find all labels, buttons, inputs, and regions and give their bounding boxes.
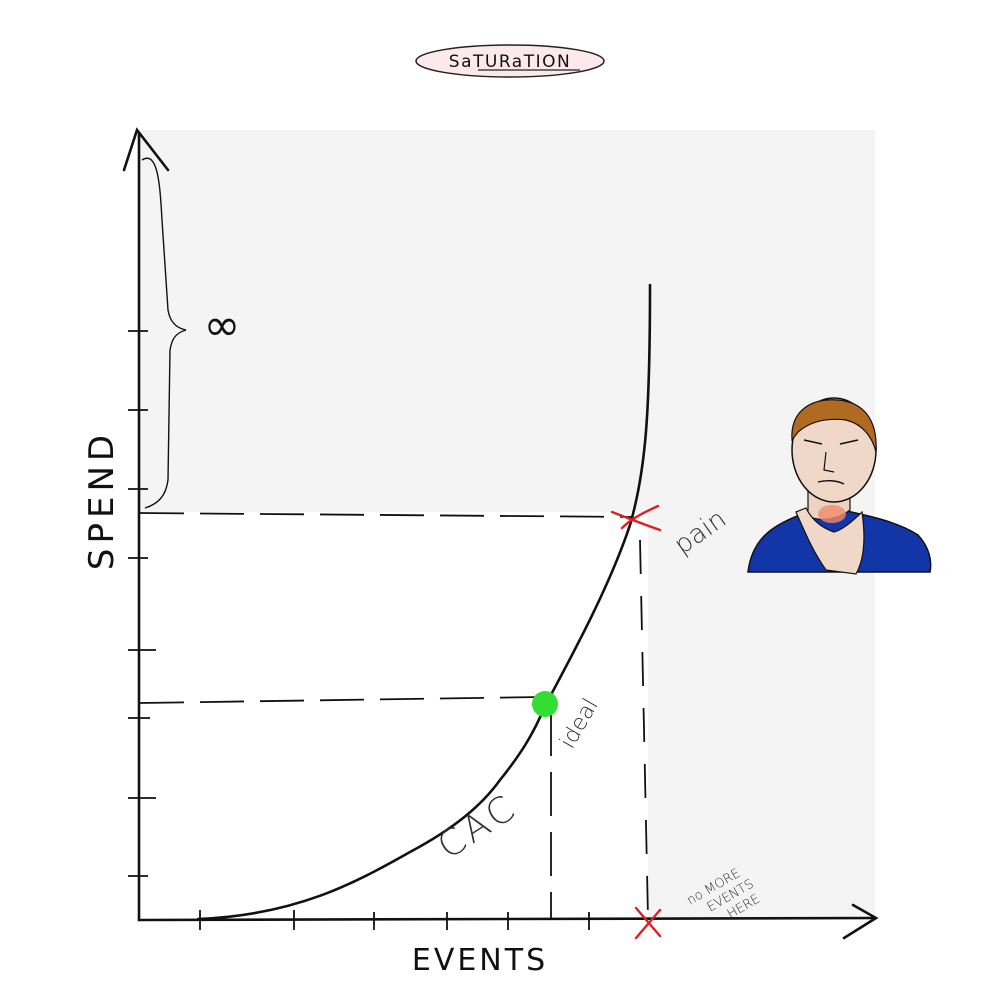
x-axis [137,916,876,922]
saturated-region-top [140,130,875,512]
cac-curve [196,283,652,921]
y-axis-arrowhead [122,127,170,172]
x-axis-arrowhead [842,903,879,940]
infinity-symbol: ∞ [204,300,241,351]
dashed-guides [139,512,649,919]
y-axis-ticks [128,330,156,877]
infinity-brace [141,157,187,509]
diagram-title: SaTURaTION [449,52,571,72]
title-bubble: SaTURaTION [415,44,605,78]
event-limit-mark [634,906,662,940]
y-axis-label: SPEND [82,430,122,570]
pain-horizontal-guide [139,512,634,518]
x-axis-label: EVENTS [412,943,548,978]
saturated-region-right [648,512,875,920]
person-with-sore-throat-icon [747,397,932,575]
ideal-label: ideal [556,694,604,753]
ideal-point [532,691,558,717]
pain-mark [610,504,662,532]
no-more-events-label: no MORE EVENTS HERE [685,866,763,922]
axes [122,127,879,940]
cac-label: CAC [431,786,526,867]
pain-vertical-guide [639,539,649,919]
ideal-horizontal-guide [139,696,541,704]
